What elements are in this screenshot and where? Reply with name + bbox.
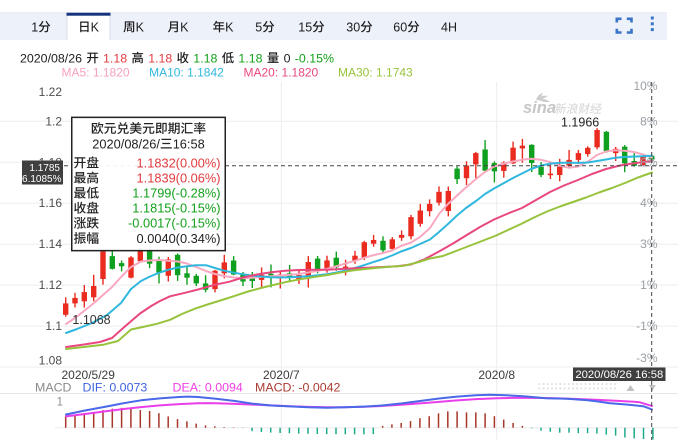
svg-text:6%: 6% <box>640 155 658 169</box>
svg-text:8%: 8% <box>640 114 658 128</box>
svg-text:4H: 4H <box>441 20 457 34</box>
svg-text:1.1832(0.00%): 1.1832(0.00%) <box>137 155 221 170</box>
svg-text:2020/08/26: 2020/08/26 <box>20 51 82 65</box>
svg-text:MACD: MACD <box>35 381 72 395</box>
svg-text:1.1966: 1.1966 <box>561 116 599 130</box>
svg-text:1.22: 1.22 <box>39 85 63 99</box>
svg-text:1.2: 1.2 <box>45 114 62 128</box>
svg-text:1.18: 1.18 <box>238 51 262 65</box>
svg-text:MACD: -0.0042: MACD: -0.0042 <box>255 381 341 395</box>
svg-text:15: 15 <box>298 20 312 34</box>
svg-text:1.1785: 1.1785 <box>29 163 60 174</box>
svg-text:2020/08/26/: 2020/08/26/ <box>92 136 160 151</box>
svg-text:0: 0 <box>284 51 291 65</box>
svg-text:1.08: 1.08 <box>39 354 63 368</box>
svg-text:0.0040(0.34%): 0.0040(0.34%) <box>137 231 221 246</box>
svg-text:2020/8: 2020/8 <box>478 368 515 382</box>
svg-text:1.18: 1.18 <box>193 51 217 65</box>
svg-text:1.1839(0.06%): 1.1839(0.06%) <box>137 170 221 185</box>
svg-text:1.1: 1.1 <box>45 319 62 333</box>
svg-text:K: K <box>225 20 234 34</box>
svg-text:K: K <box>180 20 189 34</box>
svg-text:10%: 10% <box>633 79 657 93</box>
svg-text:1.18: 1.18 <box>148 51 172 65</box>
svg-text:1.18: 1.18 <box>103 51 127 65</box>
svg-text:MA5: 1.1820: MA5: 1.1820 <box>62 66 130 80</box>
svg-text:16:58: 16:58 <box>173 136 205 151</box>
svg-text:MA30: 1.1743: MA30: 1.1743 <box>338 66 413 80</box>
svg-text:-1%: -1% <box>636 319 658 333</box>
svg-text:1.12: 1.12 <box>39 278 63 292</box>
svg-text:DEA: 0.0094: DEA: 0.0094 <box>173 381 243 395</box>
svg-text:1: 1 <box>31 20 38 34</box>
svg-text:1: 1 <box>57 397 63 409</box>
svg-text:2020/7: 2020/7 <box>263 368 300 382</box>
svg-text:3%: 3% <box>640 237 658 251</box>
svg-text:6.1085%: 6.1085% <box>22 174 62 185</box>
svg-text:-0.0017(-0.15%): -0.0017(-0.15%) <box>128 216 220 231</box>
svg-text:1.16: 1.16 <box>39 196 63 210</box>
svg-text:DIF: 0.0073: DIF: 0.0073 <box>83 381 148 395</box>
svg-text:2020/08/26 16:58: 2020/08/26 16:58 <box>575 369 663 381</box>
svg-text:1.14: 1.14 <box>39 237 63 251</box>
svg-text:K: K <box>91 20 100 34</box>
svg-text:2020/5/29: 2020/5/29 <box>62 368 116 382</box>
svg-text:5: 5 <box>255 20 262 34</box>
svg-text:K: K <box>136 20 145 34</box>
svg-text:1.1799(-0.28%): 1.1799(-0.28%) <box>132 186 220 201</box>
svg-text:1.1815(-0.15%): 1.1815(-0.15%) <box>132 201 220 216</box>
svg-text:MA20: 1.1820: MA20: 1.1820 <box>244 66 319 80</box>
svg-text:1.1068: 1.1068 <box>72 313 110 327</box>
svg-text:1%: 1% <box>640 278 658 292</box>
svg-text:-0.15%: -0.15% <box>295 51 334 65</box>
svg-text:sina: sina <box>523 99 556 117</box>
svg-text:4%: 4% <box>640 196 658 210</box>
svg-text:30: 30 <box>346 20 360 34</box>
svg-text:-3%: -3% <box>636 351 658 365</box>
svg-text:MA10: 1.1842: MA10: 1.1842 <box>149 66 224 80</box>
svg-text:60: 60 <box>393 20 407 34</box>
